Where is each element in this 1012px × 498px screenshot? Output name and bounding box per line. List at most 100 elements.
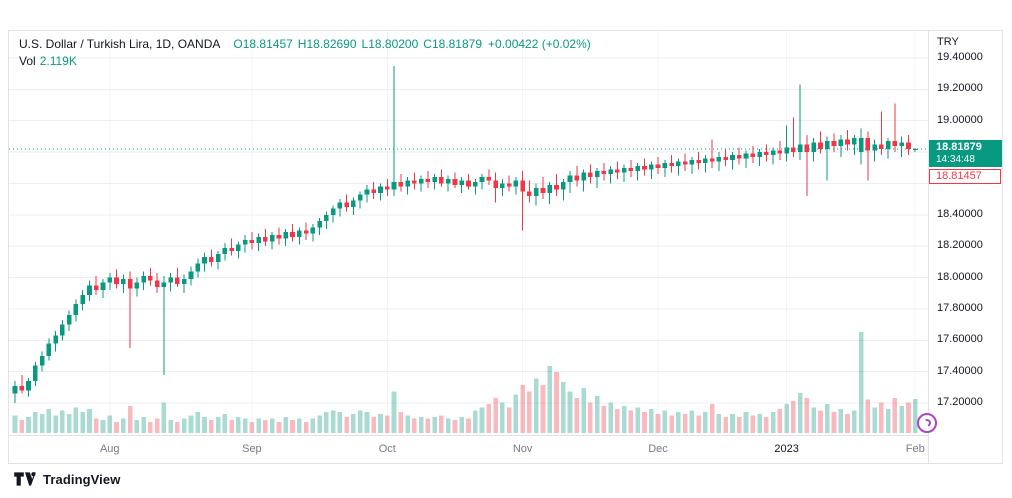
high-label: H	[297, 37, 307, 51]
candle-body	[181, 279, 187, 284]
candle-body	[818, 142, 823, 149]
candle-body	[527, 191, 532, 196]
candle-body	[852, 137, 857, 145]
candle-body	[195, 263, 201, 272]
candle-body	[39, 355, 45, 366]
currency-label: TRY	[937, 36, 959, 48]
candle-body	[93, 285, 99, 291]
candle-body	[784, 147, 789, 154]
candle-body	[709, 158, 715, 162]
bar-countdown: 14:34:48	[936, 154, 975, 166]
legend-row-symbol: U.S. Dollar / Turkish Lira, 1D, OANDA O18…	[19, 36, 591, 53]
candle-body	[269, 235, 275, 242]
volume-bar	[520, 385, 525, 433]
candle-body	[906, 142, 911, 149]
candle-body	[33, 365, 38, 382]
volume-bar	[743, 412, 749, 433]
volume-bar	[384, 415, 390, 433]
volume-bar	[858, 332, 864, 433]
volume-bar	[39, 413, 45, 433]
candle-body	[236, 244, 241, 251]
chart-plot-pane[interactable]: U.S. Dollar / Turkish Lira, 1D, OANDA O18…	[9, 31, 937, 435]
candle-body	[148, 275, 153, 281]
candle-body	[648, 164, 654, 170]
volume-bar	[12, 415, 18, 433]
volume-bar	[283, 417, 289, 433]
candle-body	[134, 282, 140, 289]
volume-bar	[723, 417, 729, 433]
candle-body	[46, 343, 52, 356]
volume-bar	[845, 413, 850, 433]
volume-bar	[594, 396, 600, 433]
footer-brand[interactable]: TradingView	[13, 471, 120, 487]
volume-bar	[838, 409, 844, 433]
candle-body	[547, 185, 553, 193]
volume-bar	[53, 415, 58, 433]
tradingview-wordmark: TradingView	[43, 471, 121, 487]
candle-body	[242, 239, 248, 245]
volume-bar	[181, 418, 187, 433]
volume-bar	[344, 417, 349, 433]
volume-bar	[669, 415, 674, 433]
volume-bar	[256, 418, 261, 433]
volume-bar	[852, 410, 857, 433]
volume-bar	[188, 415, 194, 433]
volume-bar	[811, 407, 817, 433]
open-price-value: 18.81457	[936, 170, 982, 183]
volume-bar	[899, 405, 904, 433]
candle-body	[12, 385, 18, 394]
candle-body	[533, 188, 539, 196]
volume-bar	[912, 399, 918, 433]
candlestick-plot[interactable]	[9, 31, 928, 435]
candle-body	[628, 167, 634, 171]
volume-bar	[364, 412, 370, 433]
volume-bar	[215, 417, 221, 433]
candle-body	[26, 381, 31, 391]
candle-body	[486, 177, 492, 181]
volume-bar	[80, 412, 85, 433]
volume-bar	[378, 413, 383, 433]
candle-body	[53, 335, 58, 344]
price-axis[interactable]: TRY 19.40000 19.20000 19.00000 18.40000 18.2…	[928, 31, 1002, 463]
volume-bar	[195, 412, 201, 433]
candle-body	[114, 277, 119, 284]
candle-body	[276, 235, 282, 239]
symbol-title[interactable]: U.S. Dollar / Turkish Lira, 1D, OANDA	[19, 37, 221, 51]
time-axis[interactable]: Aug Sep Oct Nov Dec 2023 Feb	[9, 435, 928, 463]
candle-body	[127, 279, 133, 289]
time-axis-label: Dec	[648, 443, 668, 455]
price-axis-label: 17.20000	[937, 396, 983, 408]
candle-body	[750, 153, 756, 157]
volume-bar	[750, 415, 756, 433]
candle-body	[500, 183, 505, 189]
candle-body	[635, 166, 641, 171]
candle-body	[703, 158, 708, 164]
candle-body	[608, 169, 613, 175]
candle-body	[770, 150, 776, 156]
candle-body	[845, 139, 850, 145]
candle-body	[791, 147, 796, 153]
volume-bar	[560, 381, 566, 433]
volume-bar	[621, 405, 627, 433]
volume-bar	[533, 378, 539, 433]
candle-body	[215, 254, 221, 262]
candle-body	[330, 208, 336, 215]
publisher-badge-button[interactable]	[917, 413, 937, 433]
volume-bar	[459, 417, 465, 433]
candle-body	[472, 181, 478, 187]
candle-body	[87, 285, 92, 295]
volume-bar	[601, 405, 607, 433]
candle-body	[892, 141, 898, 146]
candle-body	[384, 186, 390, 190]
candle-body	[188, 271, 194, 280]
candle-body	[764, 152, 769, 156]
chart-legend: U.S. Dollar / Turkish Lira, 1D, OANDA O18…	[19, 36, 591, 70]
volume-bar	[554, 372, 559, 433]
volume-bar	[398, 412, 404, 433]
candle-body	[642, 166, 647, 170]
high-value: 18.82690	[306, 37, 357, 51]
candle-body	[317, 221, 322, 228]
volume-bar	[357, 410, 363, 433]
volume-bar	[784, 404, 789, 433]
price-axis-label: 18.00000	[937, 270, 983, 283]
